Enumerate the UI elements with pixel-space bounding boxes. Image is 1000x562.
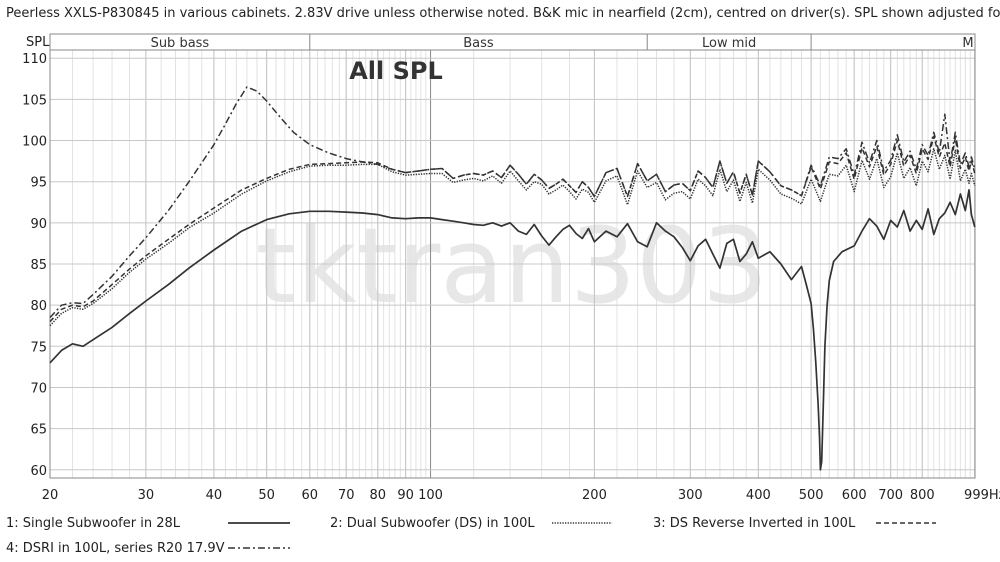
x-tick-label: 600: [842, 488, 867, 503]
x-tick-label: 80: [370, 488, 387, 503]
chart-title: All SPL: [349, 57, 443, 85]
y-tick-label: 85: [30, 258, 47, 273]
x-tick-label: 300: [678, 488, 703, 503]
legend-label-3: 3: DS Reverse Inverted in 100L: [653, 516, 856, 531]
x-tick-label: 60: [301, 488, 318, 503]
y-tick-label: 70: [30, 381, 47, 396]
series-line-2: [49, 148, 976, 327]
chart-caption: Peerless XXLS-P830845 in various cabinet…: [6, 6, 1000, 21]
y-axis-label: SPL: [26, 35, 50, 50]
band-label: Bass: [463, 36, 494, 51]
x-tick-label: 400: [746, 488, 771, 503]
legend-label-4: 4: DSRI in 100L, series R20 17.9V: [6, 541, 225, 556]
x-tick-label: 20: [42, 488, 59, 503]
y-tick-label: 80: [30, 299, 47, 314]
y-tick-label: 90: [30, 217, 47, 232]
band-header: [49, 33, 976, 51]
band-label: M: [962, 36, 973, 51]
x-tick-label: 100: [418, 488, 443, 503]
y-tick-label: 60: [30, 464, 47, 479]
band-label: Sub bass: [151, 36, 210, 51]
y-tick-label: 110: [22, 52, 47, 67]
y-tick-label: 95: [30, 176, 47, 191]
x-tick-label: 90: [397, 488, 414, 503]
legend-label-2: 2: Dual Subwoofer (DS) in 100L: [330, 516, 535, 531]
x-tick-label: 700: [878, 488, 903, 503]
x-tick-label: 50: [258, 488, 275, 503]
legend-label-1: 1: Single Subwoofer in 28L: [6, 516, 181, 531]
x-tick-label: 500: [799, 488, 824, 503]
y-tick-label: 75: [30, 340, 47, 355]
x-tick-label: 40: [206, 488, 223, 503]
x-tick-label: 70: [338, 488, 355, 503]
series-line-1: [49, 189, 976, 471]
x-tick-label: 200: [582, 488, 607, 503]
x-tick-label: 999Hz: [964, 488, 1000, 503]
y-tick-label: 65: [30, 423, 47, 438]
band-label: Low mid: [702, 36, 756, 51]
series-line-3: [49, 135, 976, 323]
y-tick-label: 100: [22, 135, 47, 150]
x-tick-label: 30: [138, 488, 155, 503]
series-line-4: [49, 86, 976, 319]
x-tick-label: 800: [910, 488, 935, 503]
y-tick-label: 105: [22, 93, 47, 108]
